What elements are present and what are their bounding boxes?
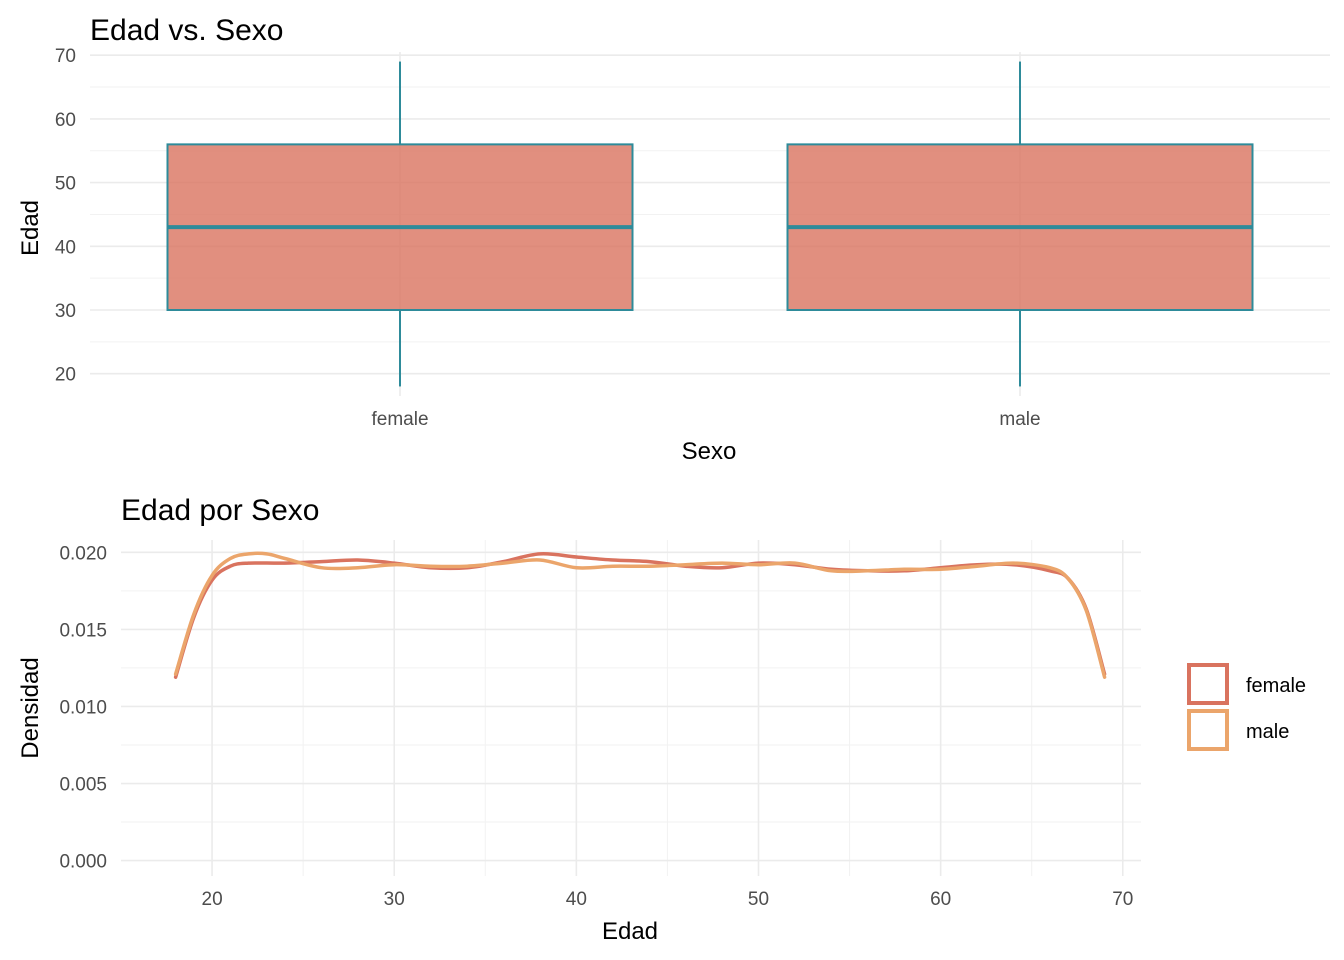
boxplot-x-axis-title: Sexo — [682, 438, 737, 465]
density-y-ticks: 0.000 0.005 0.010 0.015 0.020 — [59, 543, 107, 872]
y-tick-label: 0.015 — [59, 620, 107, 641]
x-tick-label: 20 — [202, 889, 223, 910]
density-x-axis-title: Edad — [602, 918, 658, 945]
boxplot-title: Edad vs. Sexo — [90, 14, 283, 47]
x-tick-label: male — [999, 409, 1040, 430]
x-tick-label: 30 — [384, 889, 405, 910]
legend-label-female: female — [1246, 675, 1306, 697]
x-tick-label: 70 — [1112, 889, 1133, 910]
x-tick-label: 50 — [748, 889, 769, 910]
y-tick-label: 70 — [55, 46, 76, 67]
density-lines — [173, 551, 1107, 679]
legend-key-male — [1187, 709, 1229, 751]
boxplot-x-ticks: female male — [371, 409, 1040, 430]
y-tick-label: 0.000 — [59, 852, 107, 873]
density-line-female — [173, 552, 1107, 679]
boxplot-marks — [166, 61, 1254, 387]
boxplot-y-ticks: 20 30 40 50 60 70 — [55, 46, 76, 386]
y-tick-label: 20 — [55, 365, 76, 386]
x-tick-label: 60 — [930, 889, 951, 910]
density-chart: Edad por Sexo 0.0000.0050.0100.0150.020 … — [17, 494, 1306, 945]
x-tick-label: 40 — [566, 889, 587, 910]
density-x-ticks: 20 30 40 50 60 70 — [202, 889, 1134, 910]
legend-item-female: female — [1187, 663, 1306, 705]
y-tick-label: 60 — [55, 110, 76, 131]
y-tick-label: 40 — [55, 237, 76, 258]
y-tick-label: 0.010 — [59, 697, 107, 718]
y-tick-label: 0.005 — [59, 775, 107, 796]
density-legend: female male — [1187, 663, 1306, 751]
density-y-axis-title: Densidad — [17, 657, 44, 758]
y-tick-label: 50 — [55, 174, 76, 195]
density-title: Edad por Sexo — [121, 494, 319, 527]
box-male — [786, 61, 1254, 387]
y-tick-label: 30 — [55, 301, 76, 322]
boxplot-chart: Edad vs. Sexo 20 30 40 50 60 70 female male Se… — [17, 14, 1330, 465]
legend-label-male: male — [1246, 721, 1289, 743]
boxplot-y-axis-title: Edad — [17, 200, 44, 256]
y-tick-label: 0.020 — [59, 543, 107, 564]
legend-key-female — [1187, 663, 1229, 705]
legend-item-male: male — [1187, 709, 1289, 751]
box-female — [166, 61, 634, 387]
density-line-male — [173, 551, 1107, 679]
x-tick-label: female — [371, 409, 428, 430]
density-grid — [121, 540, 1141, 876]
